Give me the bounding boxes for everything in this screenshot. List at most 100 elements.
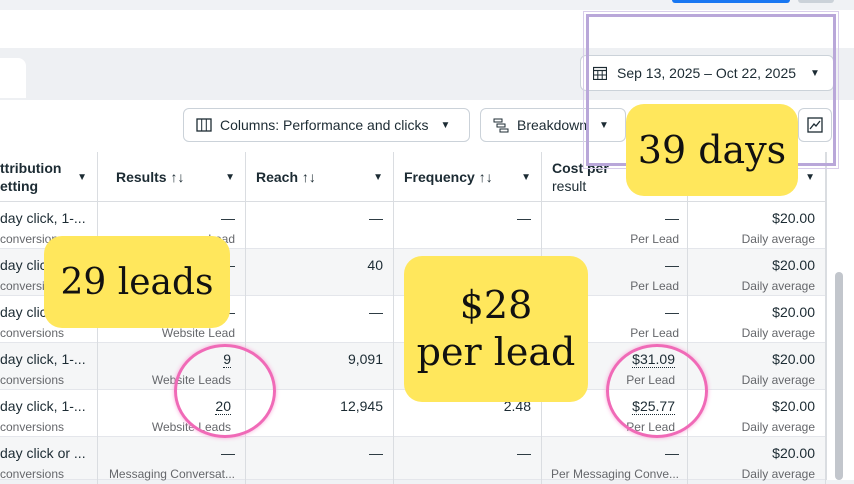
columns-button[interactable]: Columns: Performance and clicks ▼: [183, 108, 470, 142]
cost-highlight-ring: [606, 344, 708, 438]
reach-value: —: [369, 445, 383, 461]
breakdown-icon: [493, 118, 509, 133]
cost-callout-line2: per lead: [416, 330, 576, 374]
reach-cell: —: [246, 296, 394, 343]
budget-cell: $20.00 Daily average: [688, 202, 826, 249]
attribution-sub: conversions: [0, 326, 65, 340]
cost-value: —: [665, 445, 679, 461]
attribution-sub: conversions: [0, 420, 65, 434]
reach-value: —: [369, 210, 383, 226]
vertical-scrollbar[interactable]: [826, 152, 854, 480]
breakdown-button[interactable]: Breakdown ▼: [480, 108, 626, 142]
frequency-header[interactable]: Frequency ↑↓ ▼: [394, 152, 542, 202]
budget-value: $20.00: [772, 445, 815, 461]
cost-value: —: [665, 210, 679, 226]
scrollbar-thumb[interactable]: [835, 272, 843, 480]
chevron-down-icon: ▼: [373, 171, 383, 183]
columns-label: Columns: Performance and clicks: [220, 117, 429, 133]
chevron-down-icon: ▼: [77, 172, 87, 183]
results-header[interactable]: Results ↑↓ ▼: [98, 152, 246, 202]
budget-sub: Daily average: [741, 373, 815, 387]
secondary-button-edge[interactable]: [798, 0, 834, 3]
budget-value: $20.00: [772, 304, 815, 320]
budget-cell: $20.00 Daily average: [688, 343, 826, 390]
reach-value: 40: [367, 257, 383, 273]
cost-header-line2: result: [552, 178, 587, 194]
frequency-value: 2.48: [503, 398, 531, 414]
reach-header[interactable]: Reach ↑↓ ▼: [246, 152, 394, 202]
budget-value: $20.00: [772, 398, 815, 414]
reach-header-label: Reach ↑↓: [256, 169, 316, 185]
results-highlight-ring: [174, 344, 276, 438]
table-row[interactable]: day click or ... conversions — Messaging C…: [0, 437, 826, 484]
breakdown-label: Breakdown: [517, 117, 588, 133]
results-cell: — Messaging Conversat...: [98, 437, 246, 484]
reach-value: 9,091: [347, 351, 383, 367]
budget-sub: Daily average: [741, 326, 815, 340]
attribution-sub: conversions: [0, 373, 65, 387]
cost-sub: Per Lead: [630, 279, 679, 293]
budget-header[interactable]: ▼: [688, 152, 826, 202]
attribution-text: day click, 1-...: [0, 210, 86, 226]
chevron-down-icon: ▼: [225, 171, 235, 183]
results-header-label: Results ↑↓: [116, 169, 185, 185]
cost-cell: — Per Lead: [542, 249, 688, 296]
chevron-down-icon: ▼: [805, 171, 815, 183]
calendar-icon: [593, 66, 607, 80]
attribution-header[interactable]: ttribution etting ▼: [0, 152, 98, 202]
attribution-sub: conversions: [0, 467, 65, 481]
reach-cell: 40: [246, 249, 394, 296]
leads-callout: 29 leads: [44, 236, 230, 328]
date-range-label: Sep 13, 2025 – Oct 22, 2025: [617, 65, 797, 81]
attribution-cell: day click or ... conversions: [0, 437, 98, 484]
budget-value: $20.00: [772, 257, 815, 273]
cost-cell: — Per Messaging Conve...: [542, 437, 688, 484]
attribution-header-line2: etting: [0, 178, 39, 194]
cost-cell: — Per Lead: [542, 296, 688, 343]
days-callout: 39 days: [626, 104, 798, 196]
reach-cell: —: [246, 437, 394, 484]
results-value: —: [221, 445, 235, 461]
frequency-cell: —: [394, 437, 542, 484]
active-tab[interactable]: [0, 58, 26, 98]
chevron-down-icon: ▼: [810, 67, 820, 79]
attribution-text: day click: [0, 257, 54, 273]
cost-value: —: [665, 304, 679, 320]
attribution-header-line1: ttribution: [0, 160, 62, 176]
cost-callout: $28 per lead: [404, 256, 588, 402]
days-callout-text: 39 days: [637, 128, 787, 172]
chevron-down-icon: ▼: [599, 119, 609, 131]
table-row[interactable]: day click, 1-...conversions —Lead — — —P…: [0, 202, 826, 249]
chevron-down-icon: ▼: [440, 119, 451, 131]
attribution-cell: day click, 1-... conversions: [0, 390, 98, 437]
budget-value: $20.00: [772, 351, 815, 367]
budget-cell: $20.00 Daily average: [688, 437, 826, 484]
reach-cell: —: [246, 202, 394, 249]
budget-sub: Daily average: [741, 279, 815, 293]
primary-button-edge[interactable]: [672, 0, 790, 3]
frequency-header-label: Frequency ↑↓: [404, 169, 493, 185]
frequency-cell: —: [394, 202, 542, 249]
reach-value: 12,945: [340, 398, 383, 414]
top-bar: [0, 0, 854, 10]
chart-icon: [807, 117, 823, 133]
cost-sub: Per Lead: [630, 232, 679, 246]
attribution-text: day click: [0, 304, 54, 320]
results-sub: Messaging Conversat...: [108, 467, 235, 481]
attribution-cell: day click, 1-... conversions: [0, 343, 98, 390]
budget-sub: Daily average: [741, 420, 815, 434]
attribution-text: day click or ...: [0, 445, 86, 461]
cost-value: —: [665, 257, 679, 273]
chart-button[interactable]: [798, 108, 832, 142]
frequency-cell: 2.48: [394, 390, 542, 437]
reach-value: —: [369, 304, 383, 320]
budget-cell: $20.00 Daily average: [688, 390, 826, 437]
frequency-value: —: [517, 210, 531, 226]
attribution-text: day click, 1-...: [0, 398, 86, 414]
cost-cell: — Per Lead: [542, 202, 688, 249]
cost-sub: Per Lead: [630, 326, 679, 340]
budget-sub: Daily average: [741, 467, 815, 481]
budget-cell: $20.00 Daily average: [688, 296, 826, 343]
attribution-text: day click, 1-...: [0, 351, 86, 367]
budget-cell: $20.00 Daily average: [688, 249, 826, 296]
